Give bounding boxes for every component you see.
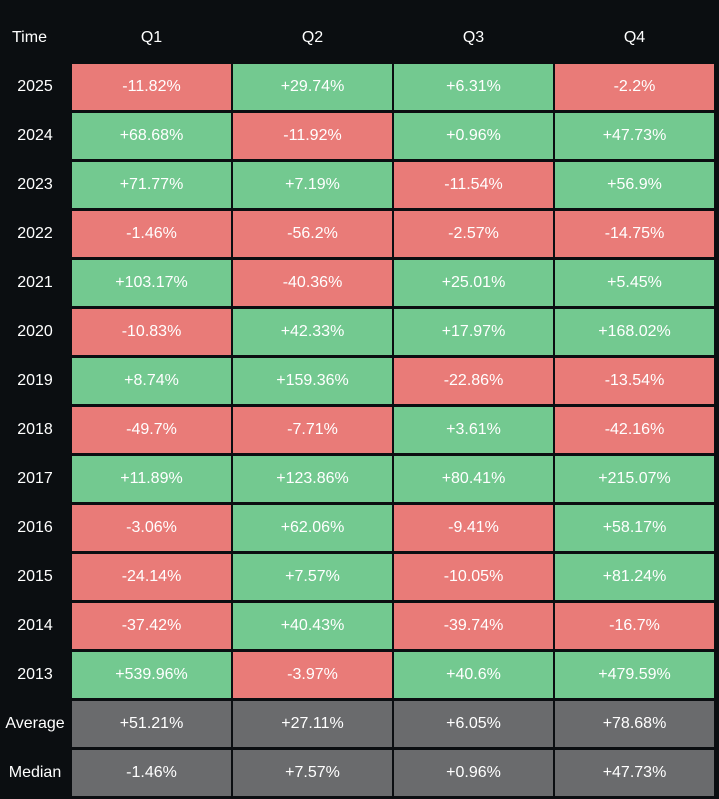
negative-return-cell: -7.71%	[233, 407, 392, 453]
column-header-q4: Q4	[555, 15, 714, 61]
year-label: 2018	[0, 407, 70, 453]
summary-cell: +51.21%	[72, 701, 231, 747]
negative-return-cell: -10.05%	[394, 554, 553, 600]
table-body: 2025 -11.82% +29.74% +6.31% -2.2% 2024 +68.68%…	[0, 64, 714, 796]
year-label: 2021	[0, 260, 70, 306]
positive-return-cell: +40.6%	[394, 652, 553, 698]
positive-return-cell: +479.59%	[555, 652, 714, 698]
year-row: 2021 +103.17% -40.36% +25.01% +5.45%	[0, 260, 714, 306]
negative-return-cell: -56.2%	[233, 211, 392, 257]
positive-return-cell: +7.57%	[233, 554, 392, 600]
negative-return-cell: -9.41%	[394, 505, 553, 551]
summary-cell: +27.11%	[233, 701, 392, 747]
summary-row: Median -1.46% +7.57% +0.96% +47.73%	[0, 750, 714, 796]
year-label: 2014	[0, 603, 70, 649]
negative-return-cell: -10.83%	[72, 309, 231, 355]
positive-return-cell: +58.17%	[555, 505, 714, 551]
year-row: 2019 +8.74% +159.36% -22.86% -13.54%	[0, 358, 714, 404]
year-label: 2023	[0, 162, 70, 208]
summary-cell: +0.96%	[394, 750, 553, 796]
column-header-q1: Q1	[72, 15, 231, 61]
positive-return-cell: +42.33%	[233, 309, 392, 355]
negative-return-cell: -3.06%	[72, 505, 231, 551]
positive-return-cell: +68.68%	[72, 113, 231, 159]
year-label: 2019	[0, 358, 70, 404]
negative-return-cell: -3.97%	[233, 652, 392, 698]
year-label: 2013	[0, 652, 70, 698]
positive-return-cell: +168.02%	[555, 309, 714, 355]
positive-return-cell: +40.43%	[233, 603, 392, 649]
negative-return-cell: -11.92%	[233, 113, 392, 159]
summary-cell: +7.57%	[233, 750, 392, 796]
positive-return-cell: +539.96%	[72, 652, 231, 698]
year-row: 2025 -11.82% +29.74% +6.31% -2.2%	[0, 64, 714, 110]
summary-cell: +78.68%	[555, 701, 714, 747]
corner-label: Time	[0, 15, 70, 61]
negative-return-cell: -1.46%	[72, 211, 231, 257]
summary-row: Average +51.21% +27.11% +6.05% +78.68%	[0, 701, 714, 747]
negative-return-cell: -24.14%	[72, 554, 231, 600]
positive-return-cell: +0.96%	[394, 113, 553, 159]
year-row: 2014 -37.42% +40.43% -39.74% -16.7%	[0, 603, 714, 649]
year-label: 2024	[0, 113, 70, 159]
positive-return-cell: +47.73%	[555, 113, 714, 159]
positive-return-cell: +103.17%	[72, 260, 231, 306]
positive-return-cell: +81.24%	[555, 554, 714, 600]
positive-return-cell: +159.36%	[233, 358, 392, 404]
year-row: 2022 -1.46% -56.2% -2.57% -14.75%	[0, 211, 714, 257]
positive-return-cell: +3.61%	[394, 407, 553, 453]
year-row: 2015 -24.14% +7.57% -10.05% +81.24%	[0, 554, 714, 600]
negative-return-cell: -37.42%	[72, 603, 231, 649]
positive-return-cell: +7.19%	[233, 162, 392, 208]
negative-return-cell: -39.74%	[394, 603, 553, 649]
negative-return-cell: -11.82%	[72, 64, 231, 110]
column-header-q3: Q3	[394, 15, 553, 61]
year-row: 2018 -49.7% -7.71% +3.61% -42.16%	[0, 407, 714, 453]
positive-return-cell: +17.97%	[394, 309, 553, 355]
positive-return-cell: +8.74%	[72, 358, 231, 404]
negative-return-cell: -49.7%	[72, 407, 231, 453]
year-row: 2017 +11.89% +123.86% +80.41% +215.07%	[0, 456, 714, 502]
negative-return-cell: -42.16%	[555, 407, 714, 453]
positive-return-cell: +25.01%	[394, 260, 553, 306]
negative-return-cell: -14.75%	[555, 211, 714, 257]
positive-return-cell: +123.86%	[233, 456, 392, 502]
year-row: 2023 +71.77% +7.19% -11.54% +56.9%	[0, 162, 714, 208]
negative-return-cell: -11.54%	[394, 162, 553, 208]
year-label: 2025	[0, 64, 70, 110]
positive-return-cell: +29.74%	[233, 64, 392, 110]
summary-row-label: Average	[0, 701, 70, 747]
positive-return-cell: +11.89%	[72, 456, 231, 502]
negative-return-cell: -16.7%	[555, 603, 714, 649]
year-row: 2016 -3.06% +62.06% -9.41% +58.17%	[0, 505, 714, 551]
negative-return-cell: -13.54%	[555, 358, 714, 404]
column-header-q2: Q2	[233, 15, 392, 61]
summary-cell: +47.73%	[555, 750, 714, 796]
year-label: 2017	[0, 456, 70, 502]
year-row: 2013 +539.96% -3.97% +40.6% +479.59%	[0, 652, 714, 698]
summary-cell: -1.46%	[72, 750, 231, 796]
negative-return-cell: -40.36%	[233, 260, 392, 306]
quarterly-returns-table: Time Q1 Q2 Q3 Q4 2025 -11.82% +29.74% +6.31…	[0, 12, 716, 799]
positive-return-cell: +62.06%	[233, 505, 392, 551]
year-label: 2016	[0, 505, 70, 551]
positive-return-cell: +71.77%	[72, 162, 231, 208]
year-row: 2020 -10.83% +42.33% +17.97% +168.02%	[0, 309, 714, 355]
positive-return-cell: +6.31%	[394, 64, 553, 110]
positive-return-cell: +215.07%	[555, 456, 714, 502]
positive-return-cell: +80.41%	[394, 456, 553, 502]
negative-return-cell: -2.2%	[555, 64, 714, 110]
year-label: 2020	[0, 309, 70, 355]
positive-return-cell: +5.45%	[555, 260, 714, 306]
positive-return-cell: +56.9%	[555, 162, 714, 208]
negative-return-cell: -2.57%	[394, 211, 553, 257]
year-label: 2015	[0, 554, 70, 600]
negative-return-cell: -22.86%	[394, 358, 553, 404]
summary-row-label: Median	[0, 750, 70, 796]
summary-cell: +6.05%	[394, 701, 553, 747]
year-row: 2024 +68.68% -11.92% +0.96% +47.73%	[0, 113, 714, 159]
year-label: 2022	[0, 211, 70, 257]
header-row: Time Q1 Q2 Q3 Q4	[0, 15, 714, 61]
